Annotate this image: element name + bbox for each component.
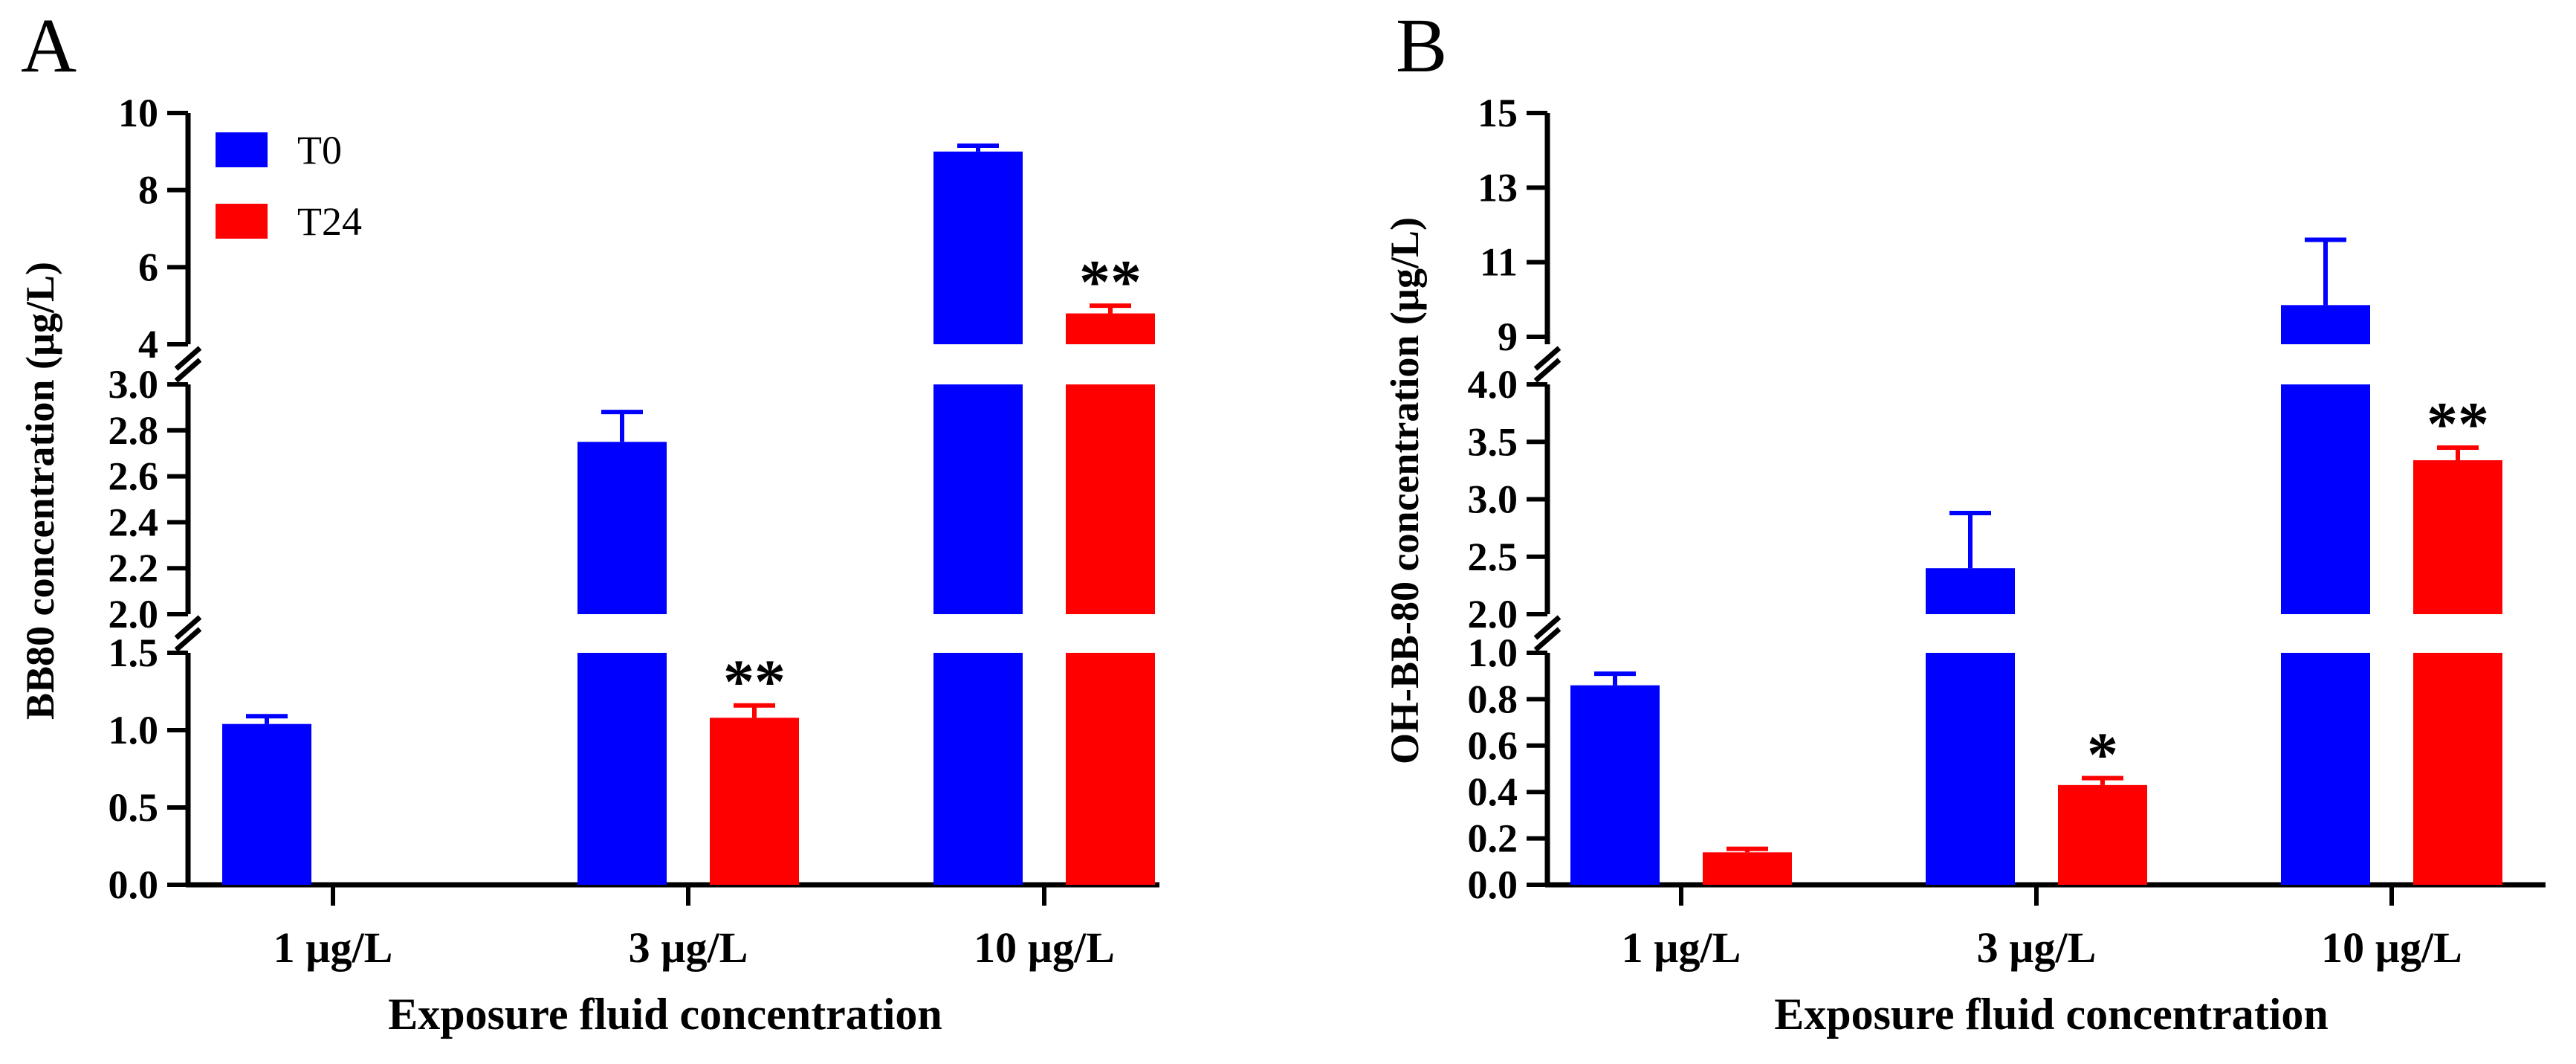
panel-a-x-tick-label: 10 µg/L: [974, 923, 1115, 972]
panel-b-bar-t0-3-g-l: [1926, 568, 2015, 614]
panel-b-y-tick-label: 3.5: [1468, 419, 1518, 464]
panel-b-y-tick-label: 0.6: [1468, 723, 1518, 768]
panel-a-y-tick-label: 0.0: [109, 863, 159, 907]
panel-a-bar-t0-10-g-l: [933, 151, 1023, 345]
panel-a-bar-t0-1-g-l: [222, 723, 311, 885]
panel-b-axis-break-mark: [1533, 627, 1562, 652]
panel-b-y-tick-label: 0.0: [1468, 863, 1518, 907]
panel-b-x-axis-label: Exposure fluid concentration: [1774, 990, 2329, 1039]
panel-b-y-tick-label: 2.5: [1468, 535, 1518, 579]
panel-a-y-tick-label: 10: [118, 91, 158, 135]
panel-b-y-tick-label: 4.0: [1468, 362, 1518, 407]
panel-a-y-tick-label: 2.4: [109, 500, 159, 544]
panel-a-y-tick-label: 2.8: [109, 408, 159, 453]
panel-b-significance-3-g-l: *: [2087, 720, 2118, 789]
panel-b-bar-t0-10-g-l: [2281, 305, 2370, 344]
panel-a-axis-break-mark: [174, 346, 202, 371]
panel-a-axis-break-mark: [174, 358, 202, 383]
panel-a-bar-t0-3-g-l: [577, 442, 667, 614]
panel-a-letter: A: [21, 3, 77, 88]
panel-b-y-tick-label: 0.2: [1468, 816, 1518, 861]
panel-a-y-tick-label: 2.6: [109, 454, 159, 499]
panel-b-significance-10-g-l: **: [2427, 390, 2489, 459]
panel-a-y-tick-label: 0.5: [109, 785, 159, 830]
panel-b-plot: 0.00.20.40.60.81.02.0 2.5 3.0 3.5 4.09 11 13 15…: [1468, 91, 2546, 972]
panel-b-y-tick-label: 15: [1478, 91, 1518, 135]
panel-b-y-tick-label: 9: [1498, 315, 1518, 359]
panel-a-y-tick-label: 2.0: [109, 592, 159, 636]
panel-b-x-tick-label: 3 µg/L: [1977, 923, 2097, 972]
panel-a-y-tick-label: 1.5: [109, 631, 159, 675]
panel-a-plot: 0.0 0.5 1.0 1.52.02.22.42.62.83.04 6 8 10 1 µg/…: [109, 91, 1159, 972]
panel-a-y-axis-label: BB80 concentration (µg/L): [18, 262, 62, 720]
legend-label-t0: T0: [297, 128, 342, 173]
panel-b-x-tick-label: 1 µg/L: [1622, 923, 1741, 972]
panel-b-axis-break-mark: [1533, 615, 1562, 640]
panel-b-bar-t24-3-g-l: [2058, 784, 2147, 885]
panel-a-bar-t0-10-g-l: [933, 384, 1023, 614]
panel-b-bar-t24-10-g-l: [2413, 653, 2502, 885]
panel-b-y-tick-label: 13: [1478, 165, 1518, 210]
panel-a-significance-10-g-l: **: [1079, 248, 1142, 317]
panel-b-bar-t24-10-g-l: [2413, 460, 2502, 614]
panel-a-y-tick-label: 8: [138, 168, 158, 213]
legend-swatch-t0: [216, 132, 268, 167]
panel-a-x-axis-label: Exposure fluid concentration: [388, 990, 942, 1039]
panel-b-axis-break-mark: [1533, 346, 1562, 371]
legend-swatch-t24: [216, 204, 268, 239]
panel-a-bar-t0-10-g-l: [933, 653, 1023, 885]
panel-b-axis-break-mark: [1533, 358, 1562, 383]
panel-a: A BB80 concentration (µg/L) Exposure flu…: [18, 3, 942, 1039]
panel-a-x-tick-label: 3 µg/L: [629, 923, 748, 972]
panel-a-bar-t0-3-g-l: [577, 653, 667, 885]
panel-b-y-axis-label: OH-BB-80 concentration (µg/L): [1382, 217, 1427, 764]
legend-label-t24: T24: [297, 199, 362, 244]
panel-a-bar-t24-10-g-l: [1066, 313, 1155, 344]
panel-a-bar-t24-3-g-l: [710, 718, 799, 885]
panel-b-y-tick-label: 11: [1480, 240, 1518, 285]
panel-b: B OH-BB-80 concentration (µg/L) Exposure…: [1382, 3, 2329, 1039]
panel-a-axis-break-mark: [174, 615, 202, 640]
panel-b-letter: B: [1396, 3, 1447, 88]
panel-a-y-tick-label: 6: [138, 245, 158, 289]
panel-b-y-tick-label: 0.8: [1468, 677, 1518, 721]
panel-a-y-tick-label: 4: [138, 322, 158, 367]
panel-a-y-tick-label: 3.0: [109, 362, 159, 407]
panel-b-y-tick-label: 2.0: [1468, 592, 1518, 636]
panel-a-y-tick-label: 1.0: [109, 708, 159, 752]
panel-b-y-tick-label: 3.0: [1468, 477, 1518, 522]
panel-b-bar-t0-10-g-l: [2281, 384, 2370, 614]
panel-a-y-tick-label: 2.2: [109, 546, 159, 590]
panel-b-bar-t24-1-g-l: [1703, 852, 1792, 885]
panel-b-y-tick-label: 0.4: [1468, 770, 1518, 814]
panel-a-x-tick-label: 1 µg/L: [274, 923, 393, 972]
panel-a-axis-break-mark: [174, 627, 202, 652]
panel-a-bar-t24-10-g-l: [1066, 653, 1155, 885]
panel-b-x-tick-label: 10 µg/L: [2321, 923, 2462, 972]
panel-b-bar-t0-1-g-l: [1570, 685, 1660, 885]
panel-b-bar-t0-10-g-l: [2281, 653, 2370, 885]
panel-b-y-tick-label: 1.0: [1468, 631, 1518, 675]
panel-a-bar-t24-10-g-l: [1066, 384, 1155, 614]
panel-a-significance-3-g-l: **: [723, 648, 786, 717]
panel-b-bar-t0-3-g-l: [1926, 653, 2015, 885]
